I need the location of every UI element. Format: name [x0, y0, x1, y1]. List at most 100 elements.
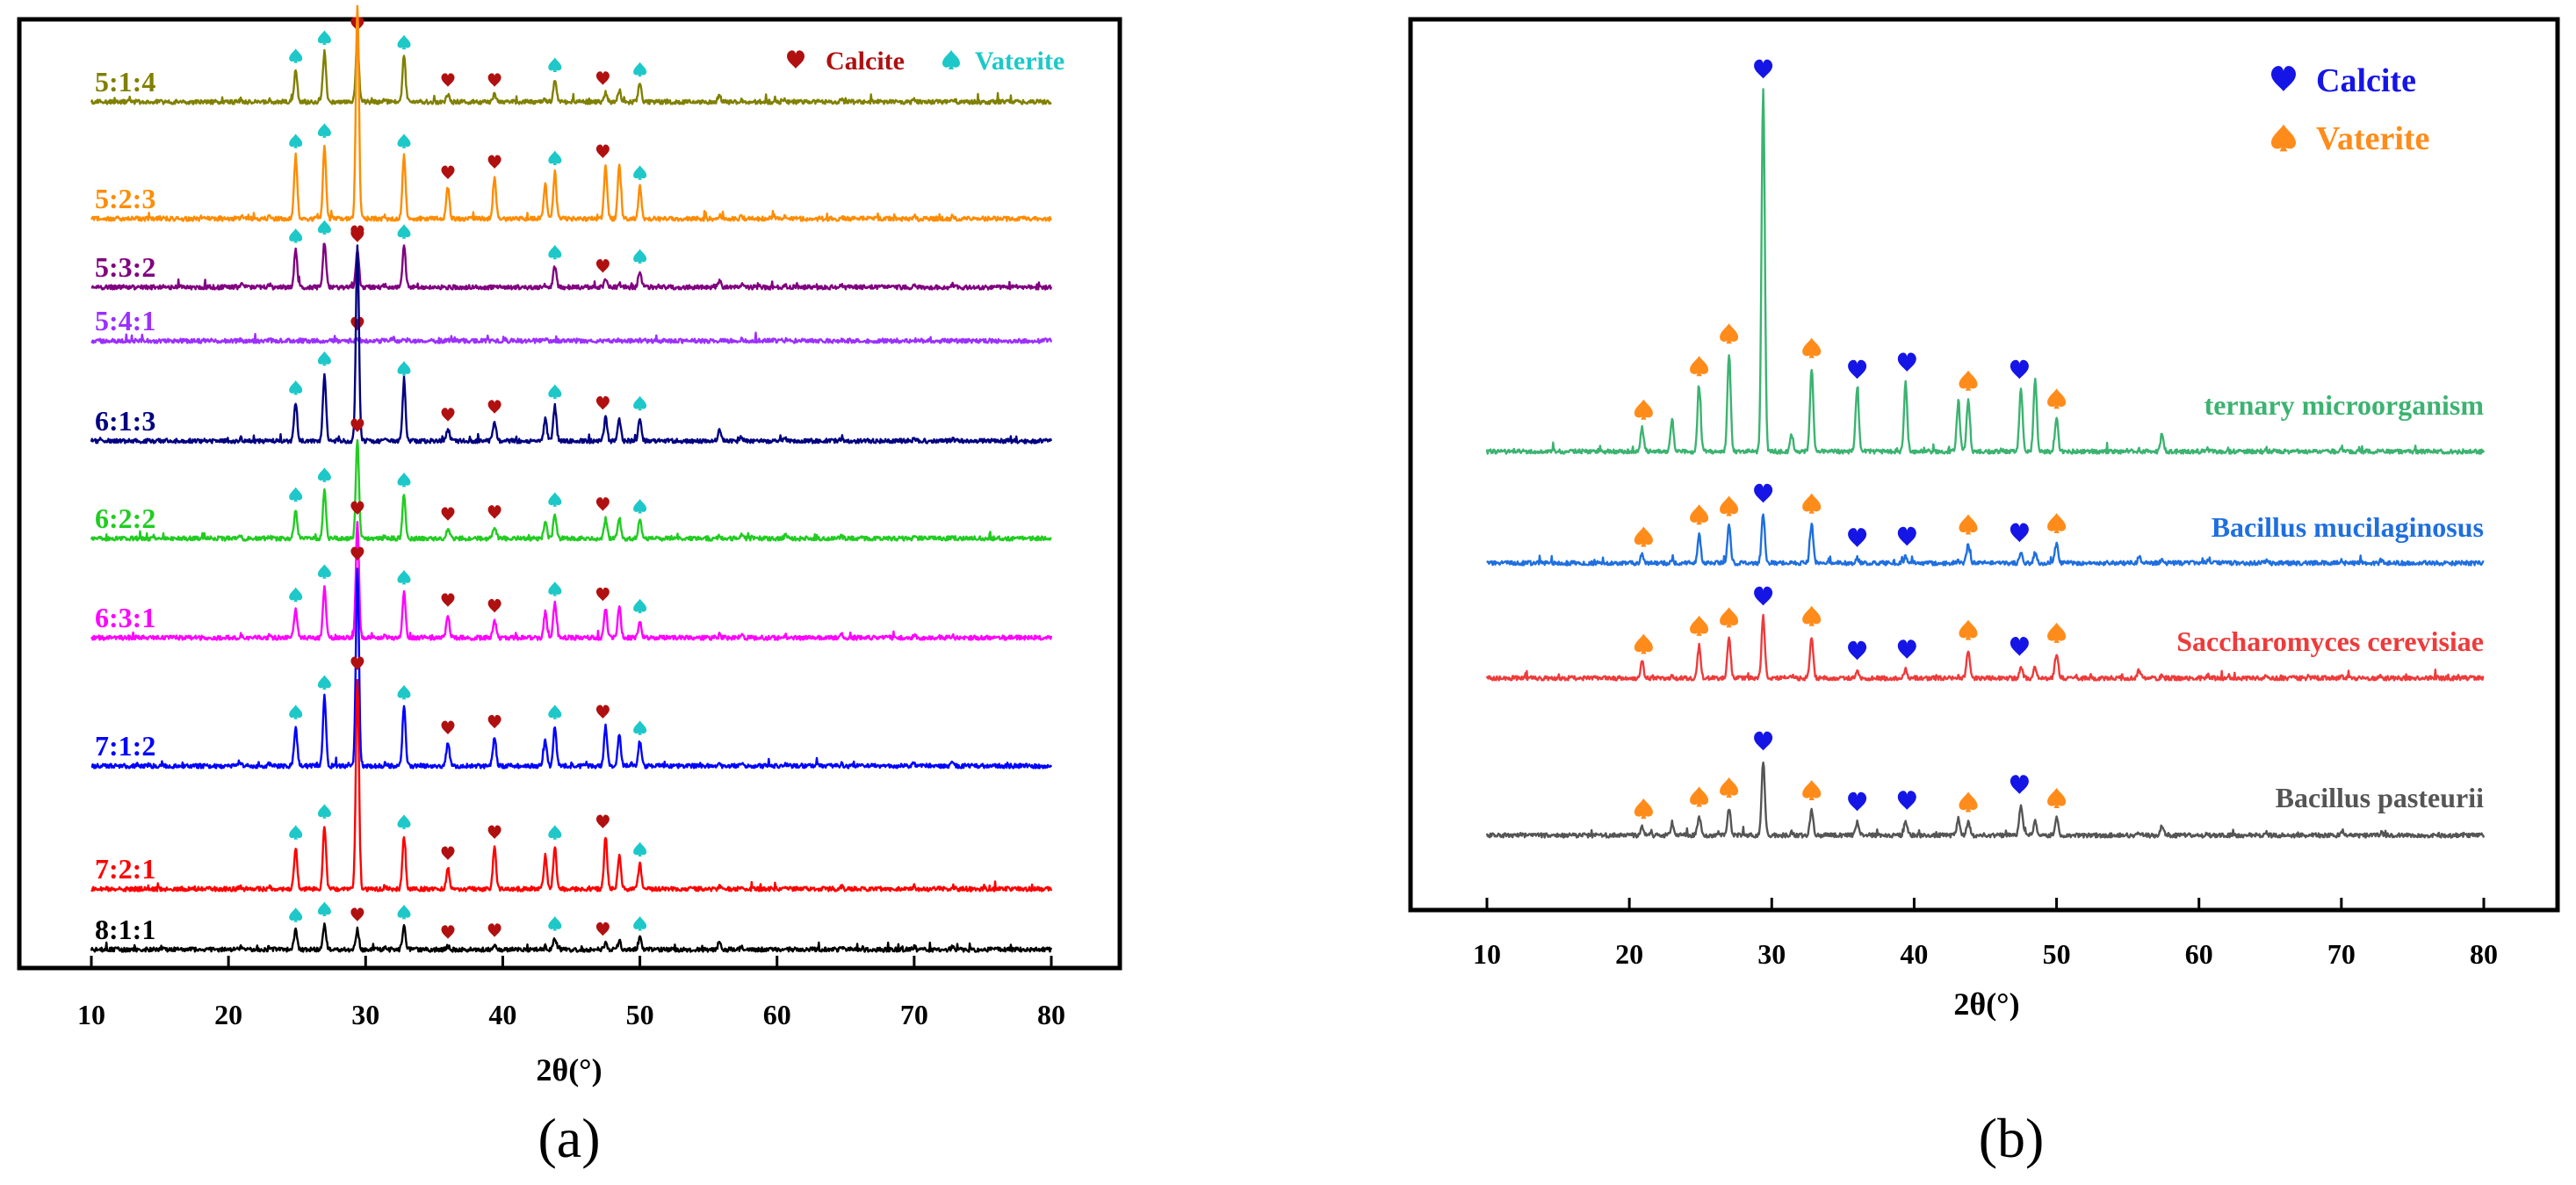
- panel-label-a: (a): [538, 1107, 600, 1169]
- vaterite-spade-icon: [289, 487, 303, 502]
- series-line: [90, 567, 1053, 770]
- series-8-1-1: 8:1:1: [90, 901, 1053, 953]
- panel-b: 10 20 30 40 50 60 70 80 ternary microorganism Ba…: [1408, 17, 2560, 1169]
- calcite-heart-icon: [487, 825, 501, 839]
- vaterite-spade-icon: [548, 581, 562, 596]
- series-label: 7:1:2: [95, 730, 155, 762]
- calcite-heart-icon: [487, 923, 501, 937]
- calcite-heart-icon: [487, 400, 501, 414]
- vaterite-spade-icon: [1802, 605, 1822, 626]
- x-axis-ticks-b: 10 20 30 40 50 60 70 80: [1473, 898, 2498, 970]
- series-label: 6:1:3: [95, 405, 155, 437]
- vaterite-spade-icon: [633, 598, 647, 614]
- calcite-heart-icon: [487, 505, 501, 519]
- legend-vaterite-label: Vaterite: [975, 47, 1064, 76]
- series-5-4-1: 5:4:1: [90, 305, 1053, 344]
- series-saccharomyces-cerevisiae: Saccharomyces cerevisiae: [1485, 586, 2485, 682]
- series-label: ternary microorganism: [2204, 389, 2485, 421]
- vaterite-spade-icon: [397, 224, 411, 239]
- x-tick-label: 50: [626, 999, 654, 1030]
- vaterite-spade-icon: [289, 380, 303, 395]
- calcite-heart-icon: [441, 165, 455, 179]
- calcite-heart-icon: [1754, 731, 1773, 751]
- vaterite-spade-icon: [633, 395, 647, 411]
- series-group-a: 5:1:4 5:2:3 5:3:2 5:4:1 6:1:3 6:2:2 6:3:1 7:1:2…: [90, 0, 1053, 953]
- series-label: 5:2:3: [95, 183, 155, 214]
- calcite-heart-icon: [2010, 775, 2029, 794]
- vaterite-spade-icon: [289, 907, 303, 922]
- series-bacillus-mucilaginosus: Bacillus mucilaginosus: [1486, 483, 2485, 567]
- series-line: [90, 242, 1053, 291]
- series-label: 7:2:1: [95, 853, 155, 885]
- vaterite-spade-icon: [1690, 615, 1709, 636]
- vaterite-spade-icon: [317, 804, 331, 819]
- vaterite-spade-icon: [1634, 526, 1653, 547]
- calcite-heart-icon: [595, 396, 610, 410]
- vaterite-spade-icon: [397, 34, 411, 50]
- calcite-heart-icon: [350, 656, 364, 670]
- vaterite-spade-icon: [289, 134, 303, 148]
- calcite-heart-icon: [595, 704, 610, 719]
- vaterite-spade-icon: [548, 384, 562, 399]
- vaterite-spade-icon: [397, 569, 411, 585]
- calcite-heart-icon: [595, 814, 610, 828]
- series-6-3-1: 6:3:1: [90, 501, 1053, 641]
- x-tick-label: 20: [214, 999, 242, 1030]
- x-tick-label: 80: [1037, 999, 1065, 1030]
- series-line: [90, 331, 1053, 344]
- series-label: 5:4:1: [95, 305, 155, 336]
- vaterite-spade-icon: [1634, 633, 1653, 654]
- vaterite-spade-icon: [1959, 370, 1978, 391]
- legend-calcite-heart-icon: [787, 50, 805, 69]
- vaterite-spade-icon: [633, 165, 647, 180]
- vaterite-spade-icon: [2047, 388, 2067, 409]
- vaterite-spade-icon: [1802, 337, 1822, 358]
- vaterite-spade-icon: [1690, 356, 1709, 377]
- calcite-heart-icon: [487, 598, 501, 613]
- vaterite-spade-icon: [1959, 619, 1978, 640]
- vaterite-spade-icon: [1720, 495, 1739, 517]
- vaterite-spade-icon: [317, 675, 331, 690]
- series-label: 5:3:2: [95, 251, 155, 283]
- calcite-heart-icon: [595, 71, 610, 85]
- x-axis-label-a: 2θ(°): [536, 1052, 602, 1087]
- calcite-heart-icon: [2010, 523, 2029, 543]
- vaterite-spade-icon: [548, 244, 562, 260]
- vaterite-spade-icon: [2047, 512, 2067, 534]
- vaterite-spade-icon: [1959, 791, 1978, 813]
- x-tick-label: 70: [2327, 938, 2356, 970]
- vaterite-spade-icon: [1802, 779, 1822, 800]
- calcite-heart-icon: [1897, 791, 1916, 810]
- series-line: [90, 36, 1052, 105]
- legend-a: Calcite Vaterite: [787, 47, 1064, 76]
- panel-a: 10 20 30 40 50 60 70 80 5:1:4 5:2:3 5:3:2 5:4:1 6:1…: [17, 0, 1122, 1169]
- vaterite-spade-icon: [548, 916, 562, 931]
- series-group-b: ternary microorganism Bacillus mucilagino…: [1485, 59, 2486, 839]
- x-axis-label-b: 2θ(°): [1953, 986, 2019, 1022]
- calcite-heart-icon: [595, 144, 610, 158]
- series-line: [90, 244, 1053, 444]
- vaterite-spade-icon: [1690, 786, 1709, 807]
- vaterite-spade-icon: [2047, 622, 2067, 643]
- series-line: [90, 678, 1053, 892]
- series-line: [1485, 613, 2485, 682]
- vaterite-spade-icon: [317, 901, 331, 917]
- series-line: [90, 4, 1052, 222]
- plot-frame-a: [17, 17, 1122, 971]
- series-label: 5:1:4: [95, 66, 155, 98]
- calcite-heart-icon: [595, 497, 610, 511]
- legend-vaterite-label-b: Vaterite: [2316, 120, 2429, 157]
- calcite-heart-icon: [441, 720, 455, 734]
- series-line: [90, 438, 1052, 542]
- vaterite-spade-icon: [1634, 798, 1653, 819]
- legend-vaterite-spade-icon: [942, 50, 960, 69]
- plot-frame-b: [1408, 17, 2560, 913]
- series-line: [1485, 88, 2486, 455]
- calcite-heart-icon: [350, 316, 364, 331]
- vaterite-spade-icon: [289, 704, 303, 719]
- series-line: [1486, 513, 2485, 567]
- vaterite-spade-icon: [317, 564, 331, 579]
- calcite-heart-icon: [595, 587, 610, 602]
- x-tick-label: 50: [2043, 938, 2071, 970]
